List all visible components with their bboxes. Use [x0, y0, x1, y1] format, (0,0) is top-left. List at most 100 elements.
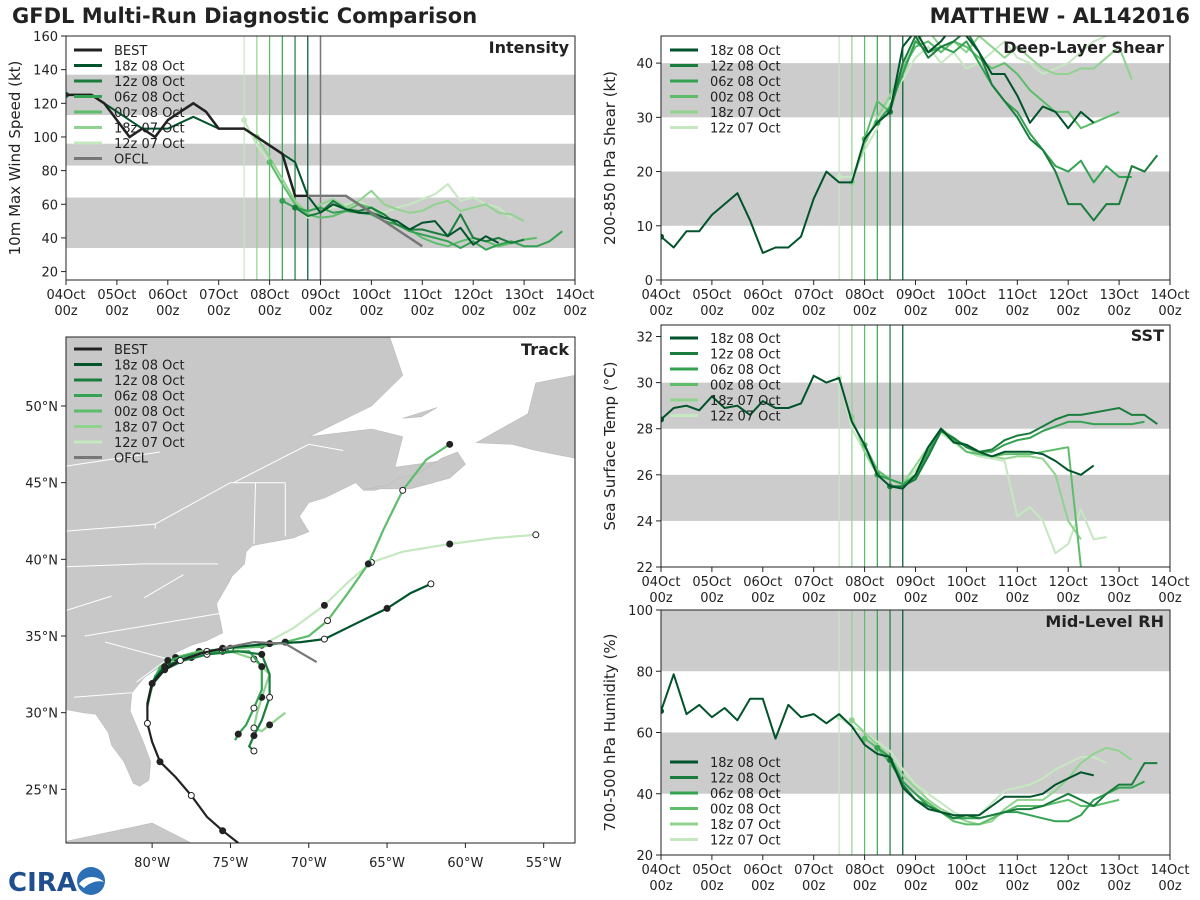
lon-tick-label: 55°W — [526, 856, 562, 871]
x-tick-label: 13Oct — [1100, 863, 1139, 878]
y-tick-label: 140 — [33, 64, 58, 79]
lat-tick-label: 35°N — [25, 630, 58, 645]
legend-label: 12z 08 Oct — [710, 60, 781, 75]
legend-label: OFCL — [114, 452, 149, 467]
series-start-point — [292, 204, 299, 211]
land-shape — [66, 822, 192, 843]
legend-label: 18z 08 Oct — [710, 756, 781, 771]
shaded-band — [661, 171, 1170, 226]
x-tick-hour-label: 00z — [1107, 879, 1131, 894]
x-tick-hour-label: 00z — [904, 304, 928, 319]
x-tick-label: 12Oct — [1049, 863, 1088, 878]
series-line — [851, 719, 1133, 826]
x-tick-label: 05Oct — [97, 288, 136, 303]
x-tick-hour-label: 00z — [105, 304, 129, 319]
lon-tick-label: 75°W — [212, 856, 248, 871]
ofcl-track-line — [222, 640, 318, 664]
y-tick-label: 22 — [636, 561, 653, 576]
legend-label: 18z 07 Oct — [710, 394, 781, 409]
y-tick-label: 32 — [636, 331, 653, 346]
shear-panel: 01020304004Oct00z05Oct00z06Oct00z07Oct00… — [601, 35, 1190, 319]
y-tick-label: 20 — [636, 166, 653, 181]
y-tick-label: 60 — [41, 198, 58, 213]
track-point — [324, 617, 332, 625]
y-tick-label: 10 — [636, 220, 653, 235]
legend-label: 12z 08 Oct — [114, 374, 185, 389]
series-start-point — [661, 416, 664, 423]
panel-title: Deep-Layer Shear — [1003, 38, 1164, 57]
legend-label: 18z 07 Oct — [114, 421, 185, 436]
series-line — [876, 420, 1145, 485]
legend-label: 06z 08 Oct — [710, 787, 781, 802]
legend-label: 12z 07 Oct — [710, 410, 781, 425]
x-tick-label: 04Oct — [641, 288, 680, 303]
land-shape — [66, 337, 451, 787]
track-point — [258, 663, 266, 671]
x-tick-hour-label: 00z — [649, 304, 673, 319]
track-point — [266, 693, 274, 701]
x-tick-label: 10Oct — [947, 863, 986, 878]
lat-tick-label: 25°N — [25, 783, 58, 798]
best-line — [66, 93, 308, 198]
x-tick-label: 05Oct — [692, 863, 731, 878]
x-tick-hour-label: 00z — [649, 591, 673, 606]
y-tick-label: 40 — [636, 788, 653, 803]
land-shape — [475, 374, 575, 459]
x-tick-label: 11Oct — [998, 288, 1037, 303]
border-line — [84, 612, 223, 637]
y-tick-label: 40 — [41, 232, 58, 247]
series-line — [281, 200, 563, 251]
y-tick-label: 0 — [645, 274, 653, 289]
x-tick-label: 08Oct — [845, 863, 884, 878]
best-track-point — [156, 758, 164, 766]
storm-name: MATTHEW - AL142016 — [929, 4, 1190, 28]
track-point — [532, 531, 540, 539]
x-tick-hour-label: 00z — [1006, 879, 1030, 894]
y-tick-label: 160 — [33, 30, 58, 45]
intensity-panel: 2040608010012014016004Oct00z05Oct00z06Oc… — [6, 30, 595, 319]
track-point — [446, 540, 454, 548]
x-tick-hour-label: 00z — [1006, 304, 1030, 319]
legend-label: 18z 08 Oct — [114, 359, 185, 374]
series-line — [889, 36, 1159, 222]
lat-tick-label: 50°N — [25, 400, 58, 415]
border-line — [73, 692, 132, 698]
best-track-point — [148, 680, 156, 688]
series-line — [876, 746, 1145, 823]
y-tick-label: 40 — [636, 57, 653, 72]
border-line — [66, 563, 218, 568]
legend-label: 12z 07 Oct — [114, 436, 185, 451]
x-tick-hour-label: 00z — [1107, 591, 1131, 606]
panel-title: Intensity — [489, 38, 570, 57]
legend-label: 18z 07 Oct — [114, 122, 185, 137]
x-tick-hour-label: 00z — [360, 304, 384, 319]
y-tick-label: 30 — [636, 377, 653, 392]
x-tick-label: 10Oct — [352, 288, 391, 303]
series-start-point — [661, 708, 664, 715]
lon-tick-label: 70°W — [291, 856, 327, 871]
series-line — [661, 374, 1095, 490]
plot-area — [661, 325, 1170, 567]
y-tick-label: 60 — [636, 727, 653, 742]
y-tick-label: 100 — [628, 604, 653, 619]
shaded-band — [661, 382, 1170, 429]
lat-tick-label: 45°N — [25, 477, 58, 492]
x-tick-label: 12Oct — [454, 288, 493, 303]
x-tick-label: 09Oct — [896, 288, 935, 303]
series-start-point — [848, 717, 855, 724]
x-tick-label: 13Oct — [1100, 575, 1139, 590]
legend-label: 12z 08 Oct — [114, 75, 185, 90]
border-line — [66, 451, 161, 467]
x-tick-hour-label: 00z — [649, 879, 673, 894]
x-tick-label: 06Oct — [743, 863, 782, 878]
legend-label: 06z 08 Oct — [710, 363, 781, 378]
shaded-band — [661, 63, 1170, 118]
x-tick-label: 07Oct — [794, 575, 833, 590]
y-tick-label: 26 — [636, 469, 653, 484]
plot-area — [661, 610, 1170, 855]
series-line — [661, 673, 1094, 817]
x-tick-label: 07Oct — [794, 863, 833, 878]
x-tick-label: 06Oct — [148, 288, 187, 303]
shaded-band — [661, 474, 1170, 521]
